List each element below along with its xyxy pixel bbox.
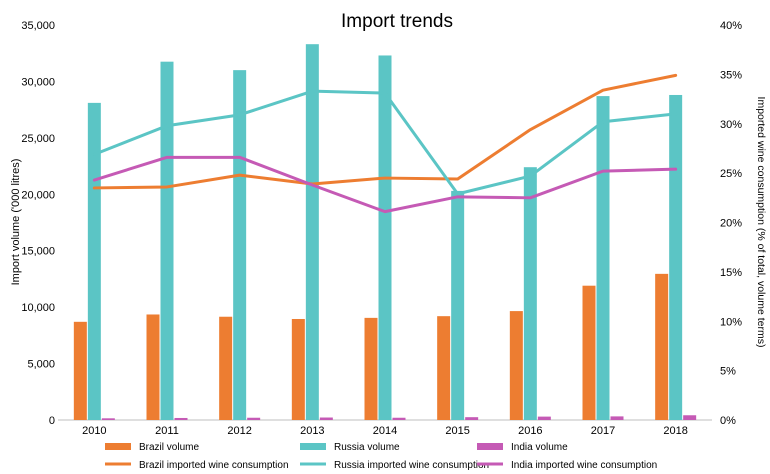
y2-axis-label: Imported wine consumption (% of total, v… <box>755 97 767 348</box>
bar <box>101 418 115 420</box>
bar <box>319 417 333 420</box>
x-tick-label: 2013 <box>300 425 324 437</box>
bar <box>610 416 624 420</box>
legend: Brazil volume Russia volume India volume Br… <box>105 442 657 471</box>
chart-title: Import trends <box>341 11 453 32</box>
series-line <box>92 155 678 214</box>
bar <box>683 415 697 420</box>
y2-tick-label: 10% <box>720 316 742 328</box>
y2-tick-label: 5% <box>720 366 736 378</box>
bar <box>655 273 669 420</box>
legend-swatch <box>477 443 503 450</box>
bar <box>160 61 174 421</box>
bar <box>305 44 319 420</box>
series-line <box>92 73 678 190</box>
y-tick-label: 20,000 <box>21 189 55 201</box>
legend-label: India imported wine consumption <box>511 460 657 471</box>
bar <box>465 417 479 420</box>
bar <box>291 318 305 420</box>
x-tick-label: 2014 <box>373 425 397 437</box>
x-tick-label: 2017 <box>591 425 615 437</box>
x-tick-label: 2010 <box>82 425 106 437</box>
legend-label: Brazil volume <box>139 442 199 453</box>
y2-tick-label: 35% <box>720 69 742 81</box>
y-tick-label: 10,000 <box>21 302 55 314</box>
y-tick-label: 15,000 <box>21 246 55 258</box>
bar <box>174 417 188 420</box>
y-tick-label: 35,000 <box>21 20 55 32</box>
y-tick-label: 25,000 <box>21 133 55 145</box>
bar <box>378 55 392 420</box>
bar <box>509 311 523 420</box>
x-tick-label: 2016 <box>518 425 542 437</box>
bar <box>523 167 537 420</box>
legend-label: Russia volume <box>334 442 400 453</box>
y-tick-label: 30,000 <box>21 76 55 88</box>
y-axis-label: Import volume ('000 litres) <box>10 159 22 286</box>
bar <box>364 317 378 420</box>
y2-axis-ticks: 0% 5% 10% 15% 20% 25% 30% 35% 40% <box>720 20 742 427</box>
y2-tick-label: 20% <box>720 218 742 230</box>
y-axis-ticks: 0 5,000 10,000 15,000 20,000 25,000 30,000 35,0… <box>21 20 55 427</box>
legend-swatch <box>300 443 326 450</box>
legend-label: India volume <box>511 442 568 453</box>
bar <box>437 316 451 420</box>
y2-tick-label: 30% <box>720 119 742 131</box>
bar <box>219 316 233 420</box>
x-tick-label: 2015 <box>445 425 469 437</box>
series-line <box>92 89 678 196</box>
bar-series <box>73 44 697 421</box>
x-tick-label: 2012 <box>227 425 251 437</box>
bar <box>392 417 406 420</box>
bar <box>73 321 87 420</box>
y-tick-label: 0 <box>49 415 55 427</box>
x-tick-label: 2018 <box>663 425 687 437</box>
legend-label: Brazil imported wine consumption <box>139 460 289 471</box>
x-tick-label: 2011 <box>155 425 179 437</box>
bar <box>669 94 683 420</box>
y2-tick-label: 25% <box>720 168 742 180</box>
y-tick-label: 5,000 <box>27 359 55 371</box>
bar <box>233 70 247 421</box>
y2-tick-label: 40% <box>720 20 742 32</box>
bar <box>537 416 551 420</box>
bar <box>582 285 596 420</box>
bar <box>87 102 101 420</box>
bar <box>146 314 160 420</box>
line-series <box>92 73 678 214</box>
y2-tick-label: 15% <box>720 267 742 279</box>
x-axis-ticks: 2010 2011 2012 2013 2014 2015 2016 2017 2018 <box>82 425 688 437</box>
legend-label: Russia imported wine consumption <box>334 460 489 471</box>
y2-tick-label: 0% <box>720 415 736 427</box>
bar <box>451 190 465 420</box>
legend-swatch <box>105 443 131 450</box>
bar <box>247 417 261 420</box>
bar <box>596 96 610 420</box>
